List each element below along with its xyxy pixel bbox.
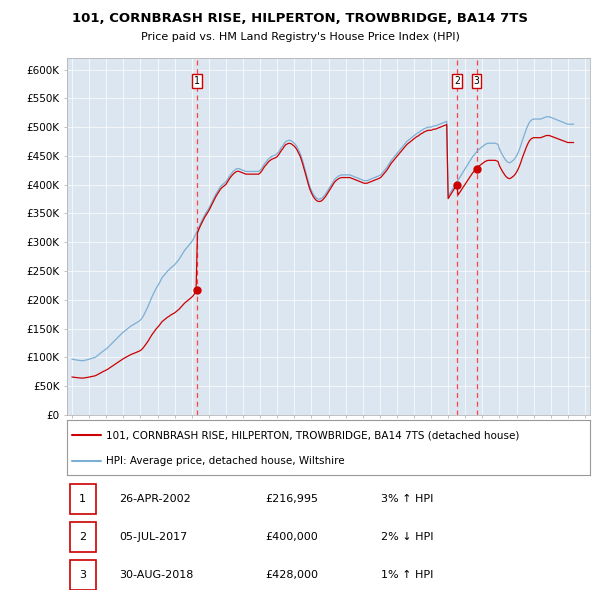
Text: £400,000: £400,000 [266,532,319,542]
Text: £428,000: £428,000 [266,570,319,580]
Text: 2: 2 [454,76,460,86]
Text: 101, CORNBRASH RISE, HILPERTON, TROWBRIDGE, BA14 7TS: 101, CORNBRASH RISE, HILPERTON, TROWBRID… [72,12,528,25]
Text: 1: 1 [194,76,200,86]
Text: Price paid vs. HM Land Registry's House Price Index (HPI): Price paid vs. HM Land Registry's House … [140,32,460,42]
Text: 2% ↓ HPI: 2% ↓ HPI [381,532,433,542]
Text: HPI: Average price, detached house, Wiltshire: HPI: Average price, detached house, Wilt… [106,456,345,466]
Text: £216,995: £216,995 [266,494,319,504]
Text: 101, CORNBRASH RISE, HILPERTON, TROWBRIDGE, BA14 7TS (detached house): 101, CORNBRASH RISE, HILPERTON, TROWBRID… [106,430,520,440]
FancyBboxPatch shape [70,560,96,590]
Text: 1: 1 [79,494,86,504]
Text: 3: 3 [79,570,86,580]
Text: 2: 2 [79,532,86,542]
Text: 3% ↑ HPI: 3% ↑ HPI [381,494,433,504]
Text: 1% ↑ HPI: 1% ↑ HPI [381,570,433,580]
Text: 3: 3 [473,76,479,86]
FancyBboxPatch shape [70,484,96,514]
Text: 30-AUG-2018: 30-AUG-2018 [119,570,194,580]
Text: 26-APR-2002: 26-APR-2002 [119,494,191,504]
Text: 05-JUL-2017: 05-JUL-2017 [119,532,188,542]
FancyBboxPatch shape [70,522,96,552]
